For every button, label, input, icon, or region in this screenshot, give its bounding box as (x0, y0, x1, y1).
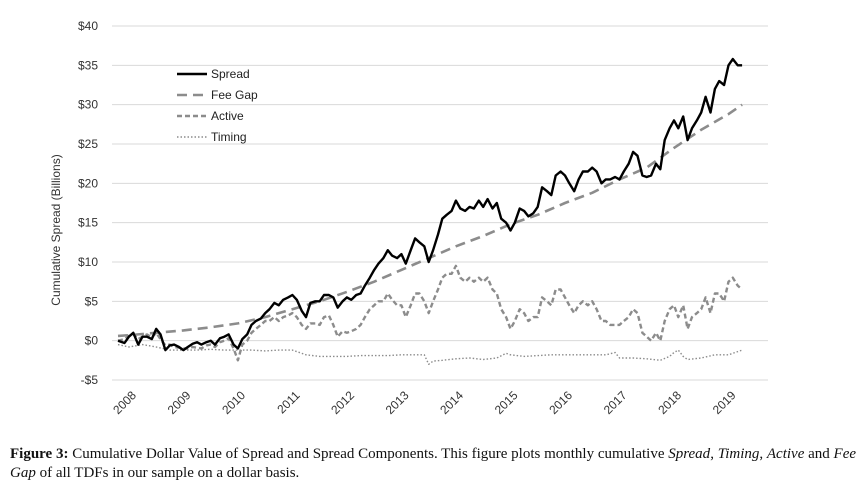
legend-label: Active (211, 109, 244, 123)
y-tick-label: $40 (78, 19, 98, 33)
legend-label: Timing (211, 130, 247, 144)
caption-term-timing: Timing (717, 446, 760, 462)
x-tick-label: 2009 (165, 388, 194, 417)
y-tick-label: $10 (78, 255, 98, 269)
y-tick-label: $20 (78, 176, 98, 190)
figure-caption: Figure 3: Cumulative Dollar Value of Spr… (10, 445, 858, 483)
x-tick-label: 2012 (328, 388, 357, 417)
y-axis-label: Cumulative Spread (Billions) (49, 154, 63, 305)
y-tick-labels: -$5 $0 $5 $10 $15 $20 $25 $30 $35 $40 (78, 19, 98, 387)
x-tick-labels: 2008 2009 2010 2011 2012 2013 2014 2015 2016 2017… (110, 388, 739, 417)
caption-sep-2: , (759, 446, 767, 462)
x-tick-label: 2011 (274, 388, 302, 416)
x-tick-label: 2008 (110, 388, 139, 417)
caption-text-1: Cumulative Dollar Value of Spread and Sp… (68, 446, 669, 462)
caption-sep-3: and (804, 446, 834, 462)
series-line-active (117, 264, 743, 362)
y-tick-label: $0 (85, 334, 99, 348)
series-line-spread (117, 57, 743, 352)
caption-label: Figure 3: (10, 446, 69, 462)
caption-term-spread: Spread (668, 446, 711, 462)
x-tick-label: 2017 (601, 388, 630, 417)
caption-term-feegap: Fee Gap (10, 446, 857, 481)
x-tick-label: 2014 (437, 388, 466, 417)
series-lines (117, 57, 743, 365)
chart: -$5 $0 $5 $10 $15 $20 $25 $30 $35 $40 2008 2009 201… (49, 19, 768, 417)
y-tick-label: $25 (78, 137, 98, 151)
caption-text-2: of all TDFs in our sample on a dollar ba… (35, 465, 300, 481)
x-tick-label: 2015 (492, 388, 521, 417)
caption-sep-1: , (710, 446, 718, 462)
y-tick-label: $35 (78, 58, 98, 72)
x-tick-label: 2010 (219, 388, 248, 417)
caption-term-active: Active (766, 446, 805, 462)
series-line-timing (117, 343, 743, 365)
y-tick-label: $30 (78, 98, 98, 112)
legend-label: Fee Gap (211, 88, 258, 102)
x-tick-label: 2016 (546, 388, 575, 417)
y-tick-label: -$5 (81, 373, 99, 387)
x-tick-label: 2018 (655, 388, 684, 417)
y-tick-label: $15 (78, 216, 98, 230)
x-tick-label: 2019 (710, 388, 739, 417)
legend: Spread Fee Gap Active Timing (177, 67, 258, 144)
y-tick-label: $5 (85, 294, 99, 308)
legend-label: Spread (211, 67, 250, 81)
x-tick-label: 2013 (383, 388, 412, 417)
